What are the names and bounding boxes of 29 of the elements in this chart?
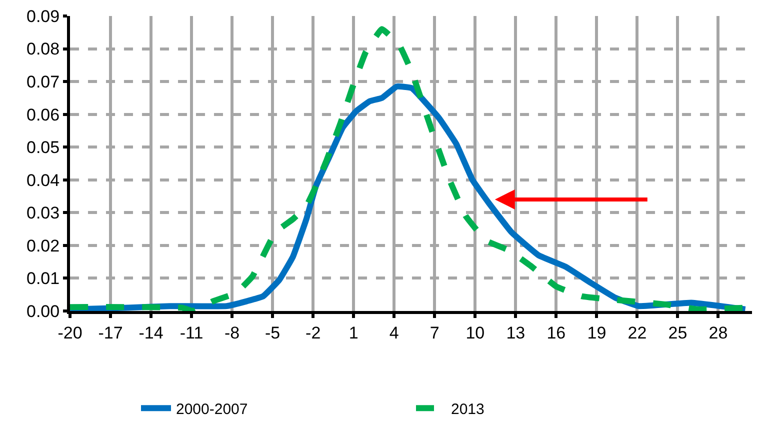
x-tick-label: 1 [348, 323, 358, 342]
x-tick-label: 19 [587, 323, 606, 342]
y-tick-label: 0.03 [26, 204, 60, 223]
y-tick-label: 0.00 [26, 302, 60, 321]
x-tick-label: 25 [668, 323, 688, 342]
y-tick-label: 0.08 [26, 40, 60, 59]
x-tick-label: -8 [224, 323, 240, 342]
y-tick-label: 0.01 [26, 269, 60, 288]
x-tick-label: -17 [98, 323, 123, 342]
legend-label: 2013 [451, 400, 484, 418]
x-tick-label: -11 [180, 323, 204, 342]
y-tick-label: 0.04 [26, 170, 60, 190]
x-tick-label: 7 [430, 323, 440, 342]
y-tick-label: 0.02 [26, 236, 60, 256]
x-tick-label: 22 [628, 323, 647, 342]
y-tick-label: 0.07 [26, 72, 60, 92]
x-tick-label: 16 [546, 323, 566, 342]
legend-label: 2000-2007 [176, 400, 248, 418]
x-tick-label: -2 [306, 323, 321, 342]
x-tick-label: -14 [138, 323, 164, 342]
x-tick-label: -5 [265, 323, 280, 342]
x-tick-label: -20 [58, 323, 82, 342]
x-tick-label: 4 [389, 323, 399, 342]
y-tick-label: 0.09 [26, 6, 60, 26]
x-tick-label: 10 [466, 323, 485, 342]
x-tick-label: 13 [506, 323, 526, 342]
y-tick-label: 0.06 [26, 105, 60, 124]
x-tick-label: 28 [708, 323, 728, 342]
y-tick-label: 0.05 [26, 138, 60, 158]
